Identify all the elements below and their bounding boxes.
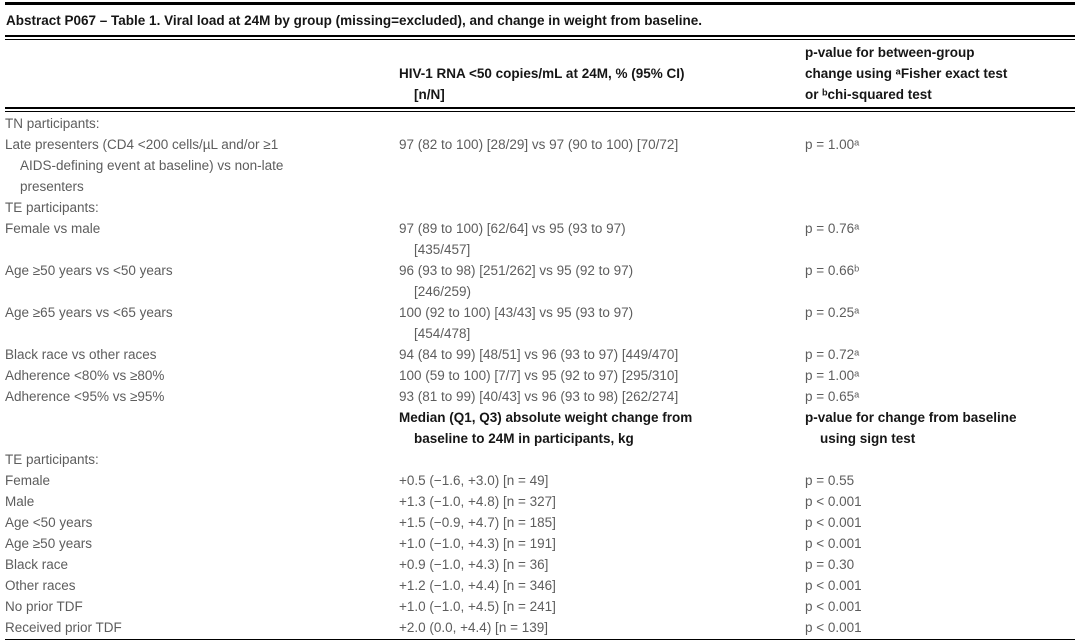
row-label: Male	[5, 494, 35, 509]
row-value: 97 (89 to 100) [62/64] vs 95 (93 to 97) …	[399, 221, 626, 257]
row-pvalue: p < 0.001	[805, 536, 862, 551]
row-value: +1.0 (−1.0, +4.5) [n = 241]	[399, 599, 556, 614]
header-divider-rule	[5, 107, 1075, 112]
table-row: Adherence <95% vs ≥95% 93 (81 to 99) [40/…	[5, 386, 1075, 407]
row-label: Black race	[5, 557, 69, 572]
table-row: TN participants:	[5, 113, 1075, 134]
row-value: +1.0 (−1.0, +4.3) [n = 191]	[399, 536, 556, 551]
table-row: Median (Q1, Q3) absolute weight change f…	[5, 407, 1075, 449]
row-label: Age ≥50 years	[5, 536, 92, 551]
row-value: 94 (84 to 99) [48/51] vs 96 (93 to 97) […	[399, 347, 679, 362]
row-label: Other races	[5, 578, 76, 593]
row-label: TN participants:	[5, 116, 100, 131]
table-row: Received prior TDF +2.0 (0.0, +4.4) [n = …	[5, 617, 1075, 638]
table-body: TN participants: Late presenters (CD4 <20…	[5, 112, 1075, 638]
table-row: Black race vs other races 94 (84 to 99) […	[5, 344, 1075, 365]
table-row: TE participants:	[5, 449, 1075, 470]
row-value: 96 (93 to 98) [251/262] vs 95 (92 to 97)…	[399, 263, 634, 299]
row-label: Age ≥50 years vs <50 years	[5, 263, 173, 278]
column-header-measure: HIV-1 RNA <50 copies/mL at 24M, % (95% C…	[399, 66, 685, 102]
row-value: +0.5 (−1.6, +3.0) [n = 49]	[399, 473, 549, 488]
row-pvalue: p = 0.66ᵇ	[805, 263, 860, 278]
row-pvalue: p = 0.25ᵃ	[805, 305, 860, 320]
row-label: Late presenters (CD4 <200 cells/µL and/o…	[5, 137, 284, 194]
row-label: Female	[5, 473, 51, 488]
table-row: Age ≥65 years vs <65 years 100 (92 to 100…	[5, 302, 1075, 344]
row-value: +2.0 (0.0, +4.4) [n = 139]	[399, 620, 548, 635]
row-value: 100 (59 to 100) [7/7] vs 95 (92 to 97) […	[399, 368, 679, 383]
row-pvalue: p-value for change from baseline using s…	[805, 410, 1017, 446]
row-label: TE participants:	[5, 200, 99, 215]
row-pvalue: p < 0.001	[805, 599, 862, 614]
row-value: +1.3 (−1.0, +4.8) [n = 327]	[399, 494, 556, 509]
row-label: Female vs male	[5, 221, 101, 236]
top-rule	[5, 2, 1075, 5]
row-pvalue: p = 0.30	[805, 557, 855, 572]
row-value: 97 (82 to 100) [28/29] vs 97 (90 to 100)…	[399, 137, 679, 152]
row-pvalue: p = 0.76ᵃ	[805, 221, 860, 236]
row-value: +1.5 (−0.9, +4.7) [n = 185]	[399, 515, 556, 530]
row-pvalue: p < 0.001	[805, 578, 862, 593]
row-pvalue: p < 0.001	[805, 494, 862, 509]
row-label: TE participants:	[5, 452, 99, 467]
row-value: 100 (92 to 100) [43/43] vs 95 (93 to 97)…	[399, 305, 634, 341]
row-label: No prior TDF	[5, 599, 83, 614]
row-pvalue: p < 0.001	[805, 515, 862, 530]
row-value: Median (Q1, Q3) absolute weight change f…	[399, 410, 693, 446]
row-label: Black race vs other races	[5, 347, 157, 362]
table-row: Black race +0.9 (−1.0, +4.3) [n = 36] p = …	[5, 554, 1075, 575]
row-pvalue: p = 0.65ᵃ	[805, 389, 860, 404]
row-pvalue: p = 1.00ᵃ	[805, 137, 860, 152]
title-divider-rule	[5, 35, 1075, 40]
bottom-rule	[5, 639, 1075, 641]
table-row: Female +0.5 (−1.6, +3.0) [n = 49] p = 0.55	[5, 470, 1075, 491]
row-label: Age ≥65 years vs <65 years	[5, 305, 173, 320]
table-row: Female vs male 97 (89 to 100) [62/64] vs …	[5, 218, 1075, 260]
row-label: Adherence <80% vs ≥80%	[5, 368, 165, 383]
table-row: Age <50 years +1.5 (−0.9, +4.7) [n = 185]…	[5, 512, 1075, 533]
table-row: TE participants:	[5, 197, 1075, 218]
table-title: Abstract P067 – Table 1. Viral load at 2…	[6, 13, 703, 28]
table-row: Other races +1.2 (−1.0, +4.4) [n = 346] p …	[5, 575, 1075, 596]
row-pvalue: p = 1.00ᵃ	[805, 368, 860, 383]
table-row: No prior TDF +1.0 (−1.0, +4.5) [n = 241] p…	[5, 596, 1075, 617]
row-pvalue: p = 0.55	[805, 473, 855, 488]
column-header-pvalue: p-value for between-group change using ᵃ…	[805, 45, 1008, 102]
row-pvalue: p < 0.001	[805, 620, 862, 635]
row-value: +0.9 (−1.0, +4.3) [n = 36]	[399, 557, 549, 572]
row-value: +1.2 (−1.0, +4.4) [n = 346]	[399, 578, 556, 593]
table-row: Adherence <80% vs ≥80% 100 (59 to 100) [7…	[5, 365, 1075, 386]
row-pvalue: p = 0.72ᵃ	[805, 347, 860, 362]
table-header-row: HIV-1 RNA <50 copies/mL at 24M, % (95% C…	[5, 40, 1075, 107]
table-row: Late presenters (CD4 <200 cells/µL and/o…	[5, 134, 1075, 197]
row-label: Age <50 years	[5, 515, 93, 530]
row-value: 93 (81 to 99) [40/43] vs 96 (93 to 98) […	[399, 389, 679, 404]
table-row: Age ≥50 years +1.0 (−1.0, +4.3) [n = 191]…	[5, 533, 1075, 554]
row-label: Received prior TDF	[5, 620, 122, 635]
row-label: Adherence <95% vs ≥95%	[5, 389, 165, 404]
table-row: Age ≥50 years vs <50 years 96 (93 to 98) …	[5, 260, 1075, 302]
table-row: Male +1.3 (−1.0, +4.8) [n = 327] p < 0.001	[5, 491, 1075, 512]
